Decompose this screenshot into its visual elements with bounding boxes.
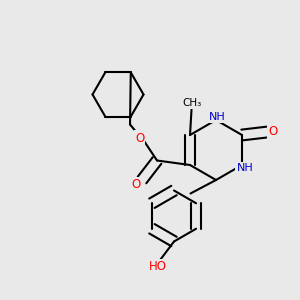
- Text: O: O: [131, 178, 141, 191]
- Text: NH: NH: [237, 163, 254, 173]
- Text: HO: HO: [148, 260, 166, 274]
- Text: CH₃: CH₃: [182, 98, 201, 108]
- Text: O: O: [135, 131, 144, 145]
- Text: NH: NH: [209, 112, 226, 122]
- Text: O: O: [268, 125, 278, 139]
